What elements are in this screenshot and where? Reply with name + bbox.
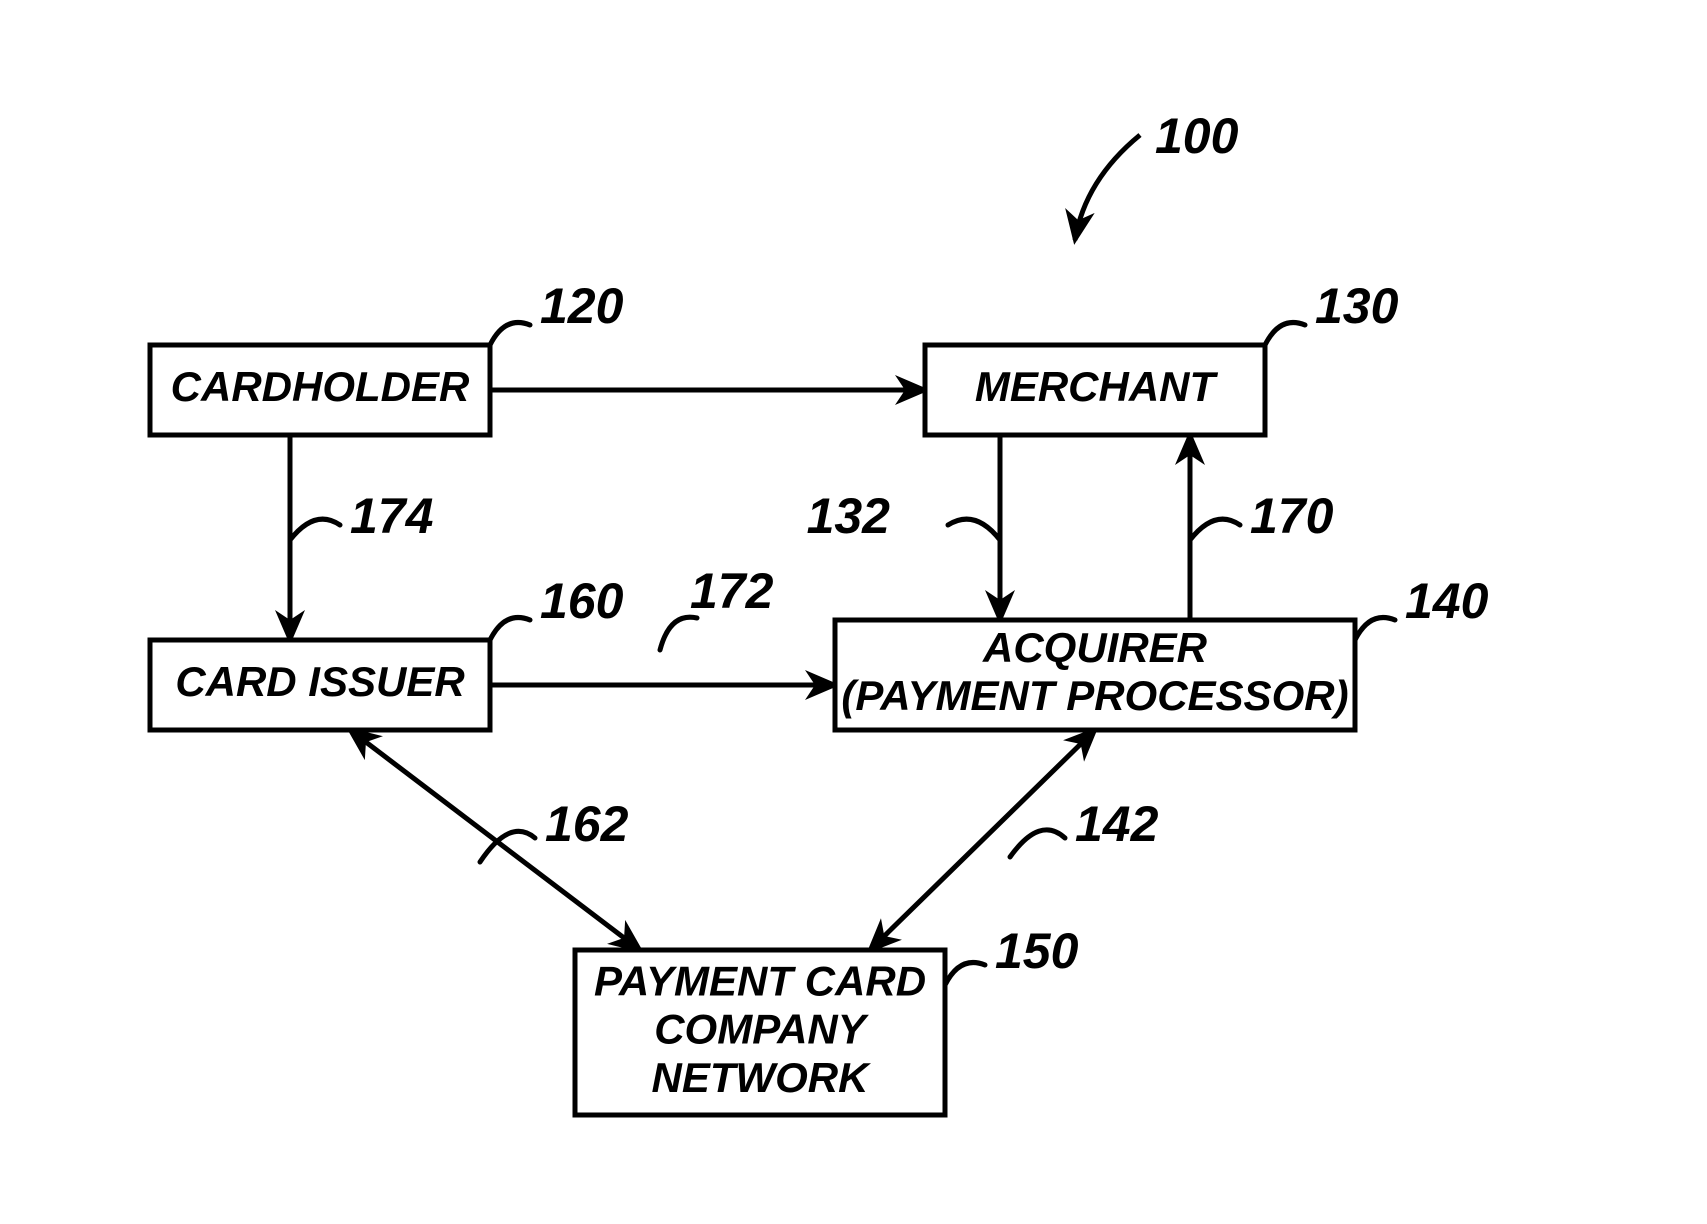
ref-e_acq_net: 142 [1075, 796, 1159, 852]
ref-e_ch_ci: 174 [350, 488, 433, 544]
node-label-merchant: MERCHANT [975, 363, 1219, 410]
node-network: PAYMENT CARDCOMPANYNETWORK [575, 950, 945, 1115]
ref-e_m_acq: 132 [807, 488, 891, 544]
node-issuer: CARD ISSUER [150, 640, 490, 730]
node-label-issuer: CARD ISSUER [175, 658, 465, 705]
ref-issuer: 160 [540, 573, 624, 629]
ref-cardholder: 120 [540, 278, 624, 334]
ref-merchant: 130 [1315, 278, 1399, 334]
node-label-network-1: COMPANY [654, 1006, 870, 1053]
fig-ref-arrow [1075, 135, 1140, 240]
node-cardholder: CARDHOLDER [150, 345, 490, 435]
node-label-acquirer-1: (PAYMENT PROCESSOR) [841, 672, 1348, 719]
ref-network: 150 [995, 923, 1079, 979]
node-merchant: MERCHANT [925, 345, 1265, 435]
node-label-cardholder: CARDHOLDER [171, 363, 470, 410]
diagram-canvas: CARDHOLDER MERCHANT CARD ISSUER ACQUIRER(PA… [0, 0, 1707, 1224]
node-label-network-2: NETWORK [652, 1054, 872, 1101]
ref-acquirer: 140 [1405, 573, 1489, 629]
node-label-network-0: PAYMENT CARD [594, 957, 926, 1004]
node-acquirer: ACQUIRER(PAYMENT PROCESSOR) [835, 620, 1355, 730]
ref-e_ci_net: 162 [545, 796, 629, 852]
edge-e_acq_net [870, 730, 1095, 950]
ref-e_ci_acq: 172 [690, 563, 774, 619]
node-label-acquirer-0: ACQUIRER [982, 624, 1208, 672]
ref-e_acq_m: 170 [1250, 488, 1334, 544]
fig-ref-label: 100 [1155, 108, 1239, 164]
